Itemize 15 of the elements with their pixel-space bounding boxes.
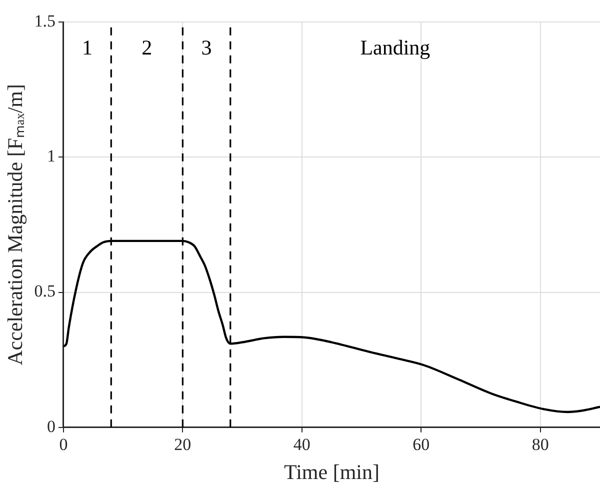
y-tick-label: 0 [46,416,56,436]
annotation: 2 [142,36,152,60]
annotation: 1 [82,36,93,60]
y-tick-label: 0.5 [34,282,56,301]
x-axis-title: Time [min] [284,460,380,484]
y-axis-title: Acceleration Magnitude [Fₘₐₓ/m] [3,84,28,366]
x-tick-label: 80 [532,435,549,454]
y-tick-label: 1 [46,146,56,166]
y-tick-label: 1.5 [34,11,56,30]
x-tick-label: 40 [293,435,310,454]
x-tick-label: 20 [174,435,192,454]
x-tick-label: 0 [59,435,68,454]
x-tick-label: 60 [412,435,430,454]
annotation: 3 [201,36,212,60]
annotation: Landing [360,36,431,60]
